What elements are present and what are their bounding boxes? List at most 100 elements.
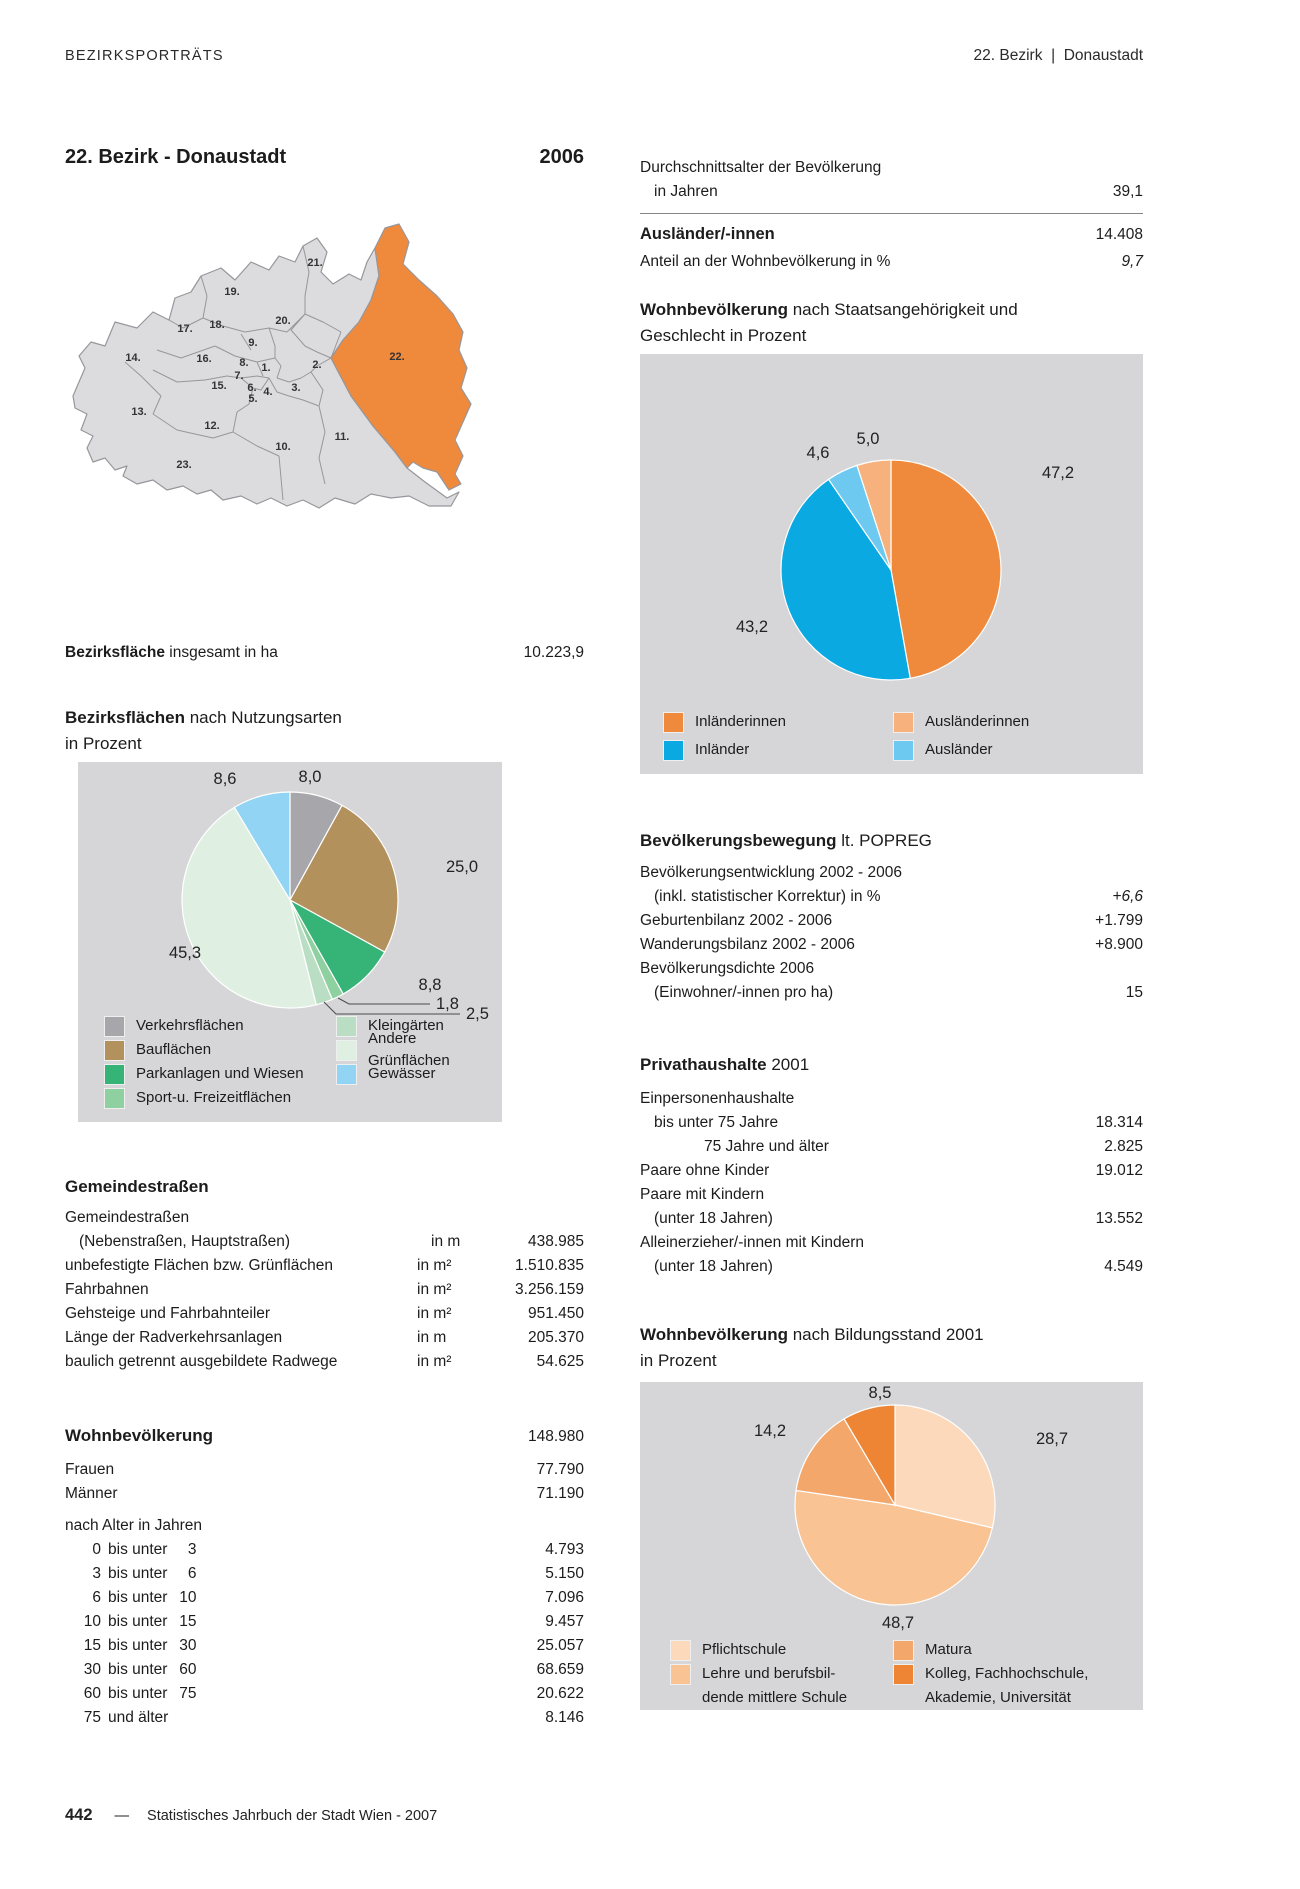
bildungsstand-heading: Wohnbevölkerung nach Bildungsstand 2001 … — [640, 1325, 984, 1370]
legend-item: Ausländer — [893, 738, 993, 762]
map-label-district-12: 12. — [204, 420, 219, 432]
map-label-district-8: 8. — [239, 357, 248, 369]
staatsangehoerigkeit-pie-chart: 47,2 43,2 4,6 5,0 — [736, 430, 1074, 681]
legend-label: Lehre und berufsbil- — [702, 1665, 836, 1682]
legend-item: Verkehrsflächen — [104, 1014, 244, 1038]
gewaesser-swatch — [336, 1063, 357, 1085]
legend-item: Inländer — [663, 738, 749, 762]
table-row: (Nebenstraßen, Hauptstraßen) in m 438.985 — [79, 1233, 584, 1250]
map-label-district-9: 9. — [248, 337, 257, 349]
bevoelkerungsbewegung-table: Bevölkerungsentwicklung 2002 - 2006 (ink… — [640, 861, 1143, 1005]
section-divider — [640, 213, 1143, 214]
legend-label: Akademie, Universität — [925, 1689, 1071, 1706]
pie-slice-Kolleg, Fachhochschule, Akademie, Universität — [843, 1404, 896, 1508]
pie-label-leader — [323, 1001, 460, 1015]
pie-value-label-Bauflächen: 25,0 — [446, 858, 478, 876]
auslaender-swatch — [893, 739, 914, 761]
pie-value-label-Verkehrsflächen: 8,0 — [299, 768, 322, 786]
table-row: (Einwohner/-innen pro ha) 15 — [654, 984, 1143, 1001]
gemeindestrassen-heading: Gemeindestraßen — [65, 1177, 209, 1196]
pie-value-label-Pflichtschule: 28,7 — [1036, 1430, 1068, 1448]
legend-item: Inländerinnen — [663, 710, 786, 734]
legend-label: Gewässer — [368, 1065, 436, 1082]
inlaender-swatch — [663, 739, 684, 761]
pie-value-label-Lehre und berufsbildende mittlere Schule: 48,7 — [882, 1614, 914, 1632]
landuse-chart-panel: 8,0 25,0 8,8 1,8 2,5 45,3 8,6 Verkehrsflächen … — [78, 762, 502, 1122]
pie-value-label-Kolleg, Fachhochschule, Akademie, Universität: 8,5 — [869, 1384, 892, 1402]
district-22-highlight — [330, 223, 472, 491]
map-label-district-5: 5. — [248, 393, 257, 405]
legend-label: Bauflächen — [136, 1041, 212, 1058]
nutzung-heading: Bezirksflächen nach Nutzungsarten in Pro… — [65, 705, 342, 757]
map-label-district-15: 15. — [211, 380, 226, 392]
legend-label: Matura — [925, 1641, 972, 1658]
pflichtschule-swatch — [670, 1639, 691, 1661]
legend-item: Sport-u. Freizeitflächen — [104, 1086, 291, 1110]
table-row: Länge der Radverkehrsanlagen in m 205.370 — [65, 1329, 584, 1346]
nutzung-heading-rest: nach Nutzungsarten — [185, 708, 342, 727]
nutzung-heading-bold: Bezirksflächen — [65, 708, 185, 727]
map-label-district-18: 18. — [209, 319, 224, 331]
table-row: 30 bis unter 60 68.659 — [83, 1661, 584, 1678]
frauen-maenner-table: Frauen 77.790 Männer 71.190 — [65, 1458, 584, 1506]
auslaender-value: 14.408 — [1095, 226, 1143, 243]
wohnbevoelkerung-total-row: Wohnbevölkerung 148.980 — [65, 1424, 584, 1448]
wohnbevoelkerung-heading: Wohnbevölkerung — [65, 1426, 213, 1445]
map-district-labels: 21. 19. 17. 18. 20. 9. 14. 16. 8. 1. 2. 22. 7. 15. 6. 3… — [125, 257, 404, 471]
pie-label-leader — [337, 997, 430, 1005]
pie-value-label-Sport-u. Freizeitflächen: 1,8 — [436, 995, 459, 1013]
legend-item: Andere Grünflächen — [336, 1030, 502, 1069]
durchschnittsalter-value: 39,1 — [1112, 183, 1143, 200]
table-row: Alleinerzieher/-innen mit Kindern — [640, 1234, 865, 1251]
bezirksflaeche-row: Bezirksfläche insgesamt in ha 10.223,9 — [65, 641, 584, 665]
legend-item: Matura — [893, 1638, 972, 1662]
table-row: 10 bis unter 15 9.457 — [83, 1613, 584, 1630]
kleingaerten-swatch — [336, 1015, 357, 1037]
table-row: 60 bis unter 75 20.622 — [83, 1685, 584, 1702]
bezirksflaeche-label-rest: insgesamt in ha — [164, 644, 278, 661]
alter-table: 0 bis unter 3 4.793 3 bis unter 6 5.150 6 bis u… — [65, 1538, 584, 1730]
pie-slice-Inländer — [780, 478, 911, 681]
table-row: Bevölkerungsdichte 2006 — [640, 960, 815, 977]
staatsangehoerigkeit-heading: Wohnbevölkerung nach Staatsangehörigkeit… — [640, 300, 1018, 345]
kolleg-swatch — [893, 1663, 914, 1685]
legend-label: Ausländer — [925, 741, 993, 758]
map-label-district-1: 1. — [261, 362, 270, 374]
anteil-label: Anteil an der Wohnbevölkerung in % — [640, 253, 891, 270]
inlaenderinnen-swatch — [663, 711, 684, 733]
landuse-pie-chart: 8,0 25,0 8,81,8 2,5 45,3 8,6 — [169, 768, 489, 1023]
page-number: 442 — [65, 1806, 93, 1824]
pie-value-label-Kleingärten: 2,5 — [466, 1005, 489, 1023]
map-label-district-10: 10. — [275, 441, 290, 453]
table-row: Gemeindestraßen — [65, 1209, 190, 1226]
district-borders — [124, 245, 342, 501]
map-label-district-16: 16. — [196, 353, 211, 365]
pie-slice-Pflichtschule — [894, 1404, 996, 1529]
andere-gruenflaechen-swatch — [336, 1039, 357, 1061]
table-row: baulich getrennt ausgebildete Radwege in … — [65, 1353, 584, 1370]
legend-item: Parkanlagen und Wiesen — [104, 1062, 304, 1086]
legend-item: Lehre und berufsbil- — [670, 1662, 835, 1686]
pie-value-label-Ausländerinnen: 5,0 — [857, 430, 880, 448]
legend-label: Ausländerinnen — [925, 713, 1030, 730]
table-row: Paare ohne Kinder 19.012 — [640, 1162, 1143, 1179]
durchschnittsalter-label: Durchschnittsalter der Bevölkerung — [640, 159, 882, 176]
footer-dash: — — [114, 1808, 130, 1824]
district-title-row: 22. Bezirk - Donaustadt 2006 — [65, 146, 584, 169]
pie-value-label-Inländerinnen: 47,2 — [1042, 464, 1074, 482]
legend-item: dende mittlere Schule — [670, 1686, 847, 1710]
bezirksflaeche-label: Bezirksfläche — [65, 644, 165, 661]
anteil-value: 9,7 — [1121, 253, 1143, 270]
legend-label: Inländer — [695, 741, 750, 758]
legend-item: Ausländerinnen — [893, 710, 1029, 734]
map-label-district-11: 11. — [335, 431, 350, 443]
pie-slice-Gewässer — [233, 791, 291, 903]
bezirksflaeche-value: 10.223,9 — [523, 644, 584, 661]
parkanlagen-swatch — [104, 1063, 125, 1085]
auslaenderinnen-swatch — [893, 711, 914, 733]
auslaender-row: Ausländer/-innen 14.408 — [640, 222, 1143, 246]
legend-label: Verkehrsflächen — [136, 1017, 244, 1034]
table-row: bis unter 75 Jahre 18.314 — [654, 1114, 1143, 1131]
legend-item: Kolleg, Fachhochschule, — [893, 1662, 1088, 1686]
